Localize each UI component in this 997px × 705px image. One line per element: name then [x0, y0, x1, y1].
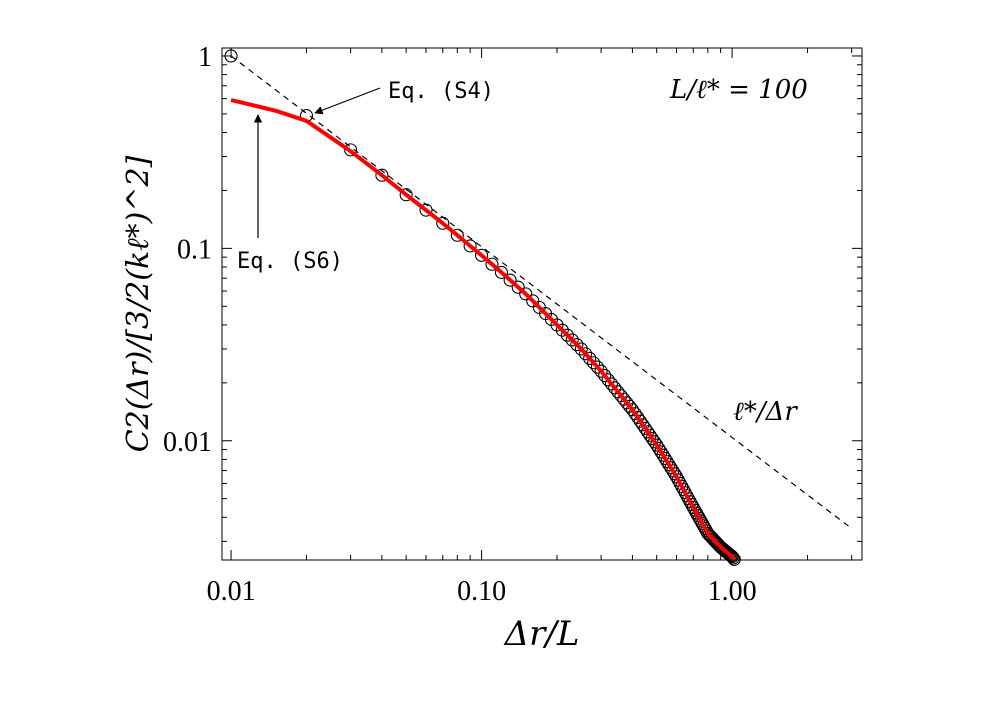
x-axis-ticks: 0.01 0.10 1.00	[207, 48, 853, 607]
data-point	[727, 552, 741, 566]
data-point	[511, 280, 525, 294]
annotation-label-s4: Eq. (S4)	[388, 79, 494, 104]
annotation-dashed-line-label: ℓ*/Δr	[733, 397, 798, 427]
y-axis-title: C2(Δr)/[3/2(kℓ*)^2]	[121, 155, 156, 452]
data-point	[598, 368, 612, 383]
data-point	[652, 441, 666, 456]
data-point	[436, 216, 450, 230]
data-point	[463, 239, 477, 253]
y-tick-label: 1	[198, 42, 212, 73]
data-point	[574, 342, 588, 356]
data-point	[494, 265, 508, 279]
y-axis-ticks: 0.01 0.1 1	[163, 42, 862, 542]
data-point	[594, 364, 608, 378]
data-point	[555, 323, 569, 337]
data-point	[519, 287, 533, 301]
y-tick-label: 0.1	[177, 234, 212, 265]
x-axis-title: Δr/L	[503, 614, 580, 654]
data-point	[344, 143, 358, 157]
data-point	[485, 257, 499, 271]
parameter-label: L/ℓ* = 100	[669, 75, 808, 105]
data-point	[633, 414, 647, 428]
data-point	[583, 351, 597, 365]
data-point	[723, 548, 737, 562]
y-tick-label: 0.01	[163, 427, 212, 458]
data-point	[658, 451, 672, 465]
data-point	[565, 333, 579, 347]
data-point	[550, 318, 564, 332]
data-point	[647, 435, 662, 449]
data-point	[725, 550, 739, 564]
data-point	[638, 421, 652, 435]
data-point	[645, 432, 659, 446]
series-circle-markers	[224, 49, 741, 566]
data-point	[224, 49, 238, 63]
data-point	[631, 410, 645, 424]
data-point	[560, 328, 574, 342]
data-point	[578, 347, 593, 361]
data-point	[503, 273, 517, 287]
data-point	[636, 418, 650, 432]
data-point	[570, 338, 584, 352]
annotation-label-s6: Eq. (S6)	[237, 249, 343, 274]
data-point	[587, 356, 601, 370]
data-point	[726, 551, 740, 565]
data-point	[656, 448, 670, 462]
data-point	[628, 407, 642, 421]
data-point	[419, 203, 433, 217]
data-point	[526, 294, 540, 308]
data-point	[641, 425, 655, 439]
plot-frame	[221, 47, 863, 561]
series-dashed-line	[230, 55, 852, 529]
series-red-curve	[230, 98, 736, 561]
data-point	[601, 373, 615, 387]
x-tick-label: 0.10	[457, 576, 506, 607]
data-point	[660, 455, 674, 469]
data-point	[375, 168, 389, 182]
data-point	[590, 360, 604, 374]
data-point	[650, 438, 664, 452]
data-point	[399, 188, 413, 202]
x-tick-label: 0.01	[207, 576, 256, 607]
data-point	[654, 445, 668, 459]
data-point	[450, 228, 464, 242]
annotation-arrow-s4	[314, 87, 381, 115]
data-point	[475, 248, 489, 262]
data-point	[724, 549, 738, 563]
data-point	[643, 428, 657, 442]
data-point	[604, 377, 619, 391]
x-tick-label: 1.00	[708, 576, 757, 607]
